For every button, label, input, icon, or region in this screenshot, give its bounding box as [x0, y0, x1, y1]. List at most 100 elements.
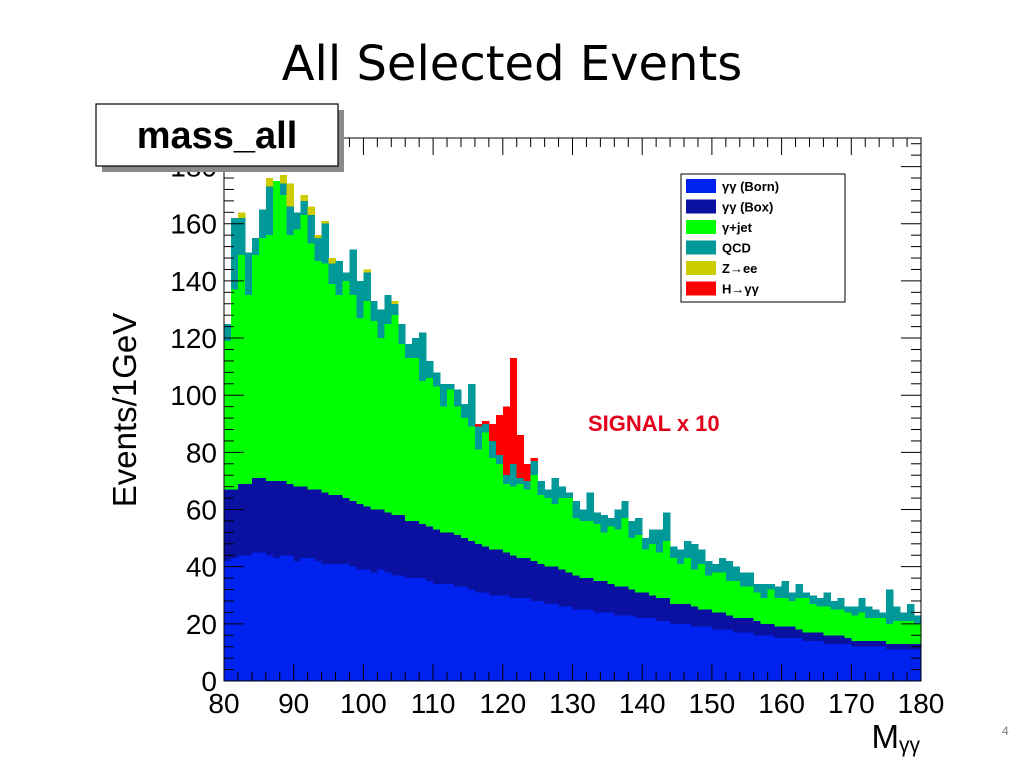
bar-2-bin-160 — [781, 626, 789, 639]
bar-4-bin-113 — [454, 389, 462, 407]
bar-3-bin-103 — [384, 323, 392, 513]
signal-annotation: SIGNAL x 10 — [588, 411, 720, 436]
bar-4-bin-149 — [704, 560, 713, 576]
bar-1-bin-139 — [635, 618, 643, 681]
bar-4-bin-179 — [914, 615, 922, 624]
bar-2-bin-107 — [412, 520, 420, 579]
bar-1-bin-172 — [865, 646, 873, 681]
bar-4-bin-92 — [307, 215, 316, 244]
bar-3-bin-176 — [893, 620, 901, 644]
bar-4-bin-82 — [237, 218, 246, 256]
bar-4-bin-176 — [893, 606, 901, 621]
bar-4-bin-136 — [614, 509, 622, 530]
bar-1-bin-146 — [684, 623, 692, 681]
bar-4-bin-130 — [572, 500, 580, 519]
bar-4-bin-101 — [370, 300, 378, 321]
bar-1-bin-167 — [830, 643, 838, 681]
bar-4-bin-115 — [467, 383, 476, 427]
bar-2-bin-169 — [844, 638, 852, 644]
bar-3-bin-125 — [537, 495, 546, 564]
bar-2-bin-115 — [467, 540, 476, 590]
bar-4-bin-166 — [823, 592, 831, 607]
bar-3-bin-85 — [258, 238, 267, 479]
bar-3-bin-150 — [711, 572, 720, 613]
bar-3-bin-168 — [837, 609, 845, 636]
bar-1-bin-162 — [795, 638, 803, 681]
bar-1-bin-157 — [760, 635, 769, 681]
bar-3-bin-111 — [440, 406, 448, 533]
bar-3-bin-120 — [502, 483, 511, 553]
bar-1-bin-96 — [335, 563, 343, 681]
bar-1-bin-119 — [495, 595, 504, 681]
bar-2-bin-108 — [419, 523, 427, 579]
bar-4-bin-112 — [447, 383, 455, 390]
bar-6-bin-121 — [509, 358, 518, 464]
bar-2-bin-101 — [370, 509, 378, 573]
bar-5-bin-89 — [286, 183, 295, 207]
bar-3-bin-80 — [224, 340, 232, 490]
bar-4-bin-132 — [586, 492, 594, 521]
bar-2-bin-102 — [377, 509, 385, 570]
bar-4-bin-97 — [342, 272, 350, 281]
bar-3-bin-147 — [690, 569, 699, 607]
x-tick-label: 120 — [479, 688, 526, 719]
bar-3-bin-90 — [293, 229, 302, 487]
x-tick-label: 170 — [828, 688, 875, 719]
bar-1-bin-84 — [251, 552, 260, 681]
bar-2-bin-159 — [774, 626, 782, 639]
bar-1-bin-87 — [272, 558, 281, 681]
bar-4-bin-94 — [321, 223, 329, 264]
x-tick-label: 150 — [689, 688, 736, 719]
bar-1-bin-93 — [314, 560, 322, 681]
bar-2-bin-87 — [272, 480, 281, 559]
bar-1-bin-154 — [739, 632, 748, 681]
bar-3-bin-119 — [495, 463, 504, 550]
bar-3-bin-144 — [670, 558, 678, 604]
y-tick-label: 0 — [201, 666, 217, 697]
bar-3-bin-84 — [251, 255, 260, 479]
bar-3-bin-105 — [398, 343, 406, 516]
bar-4-bin-81 — [230, 218, 239, 290]
legend-label-1: γγ (Born) — [722, 179, 779, 194]
bar-4-bin-137 — [621, 500, 629, 519]
bar-3-bin-110 — [433, 386, 441, 530]
bar-1-bin-107 — [412, 578, 420, 681]
bar-4-bin-138 — [628, 520, 636, 539]
bar-2-bin-125 — [537, 563, 546, 601]
bar-3-bin-116 — [474, 449, 483, 544]
y-tick-label: 140 — [170, 266, 217, 297]
bar-4-bin-111 — [440, 383, 448, 407]
bar-3-bin-175 — [886, 623, 894, 644]
bar-2-bin-147 — [690, 606, 699, 627]
bar-3-bin-132 — [586, 520, 594, 579]
bar-3-bin-113 — [454, 406, 462, 536]
bar-4-bin-125 — [537, 480, 546, 496]
bar-2-bin-98 — [349, 500, 357, 567]
bar-3-bin-81 — [230, 289, 239, 490]
bar-1-bin-122 — [516, 598, 525, 681]
bar-3-bin-107 — [412, 358, 420, 521]
bar-1-bin-86 — [265, 555, 274, 681]
bar-2-bin-155 — [746, 618, 755, 633]
bar-5-bin-104 — [391, 300, 399, 304]
bar-1-bin-127 — [551, 603, 559, 681]
bar-1-bin-112 — [447, 583, 455, 681]
bar-1-bin-85 — [258, 552, 267, 681]
bar-5-bin-92 — [307, 206, 316, 216]
legend-label-4: QCD — [722, 241, 751, 256]
bar-4-bin-100 — [363, 272, 371, 301]
bar-1-bin-137 — [621, 615, 629, 681]
x-tick-label: 110 — [411, 688, 456, 719]
bar-2-bin-93 — [314, 489, 322, 561]
bar-2-bin-105 — [398, 515, 406, 576]
bar-1-bin-155 — [746, 632, 755, 681]
slide-title: All Selected Events — [281, 36, 743, 92]
bar-3-bin-165 — [816, 606, 824, 633]
bar-4-bin-170 — [851, 606, 859, 616]
bar-2-bin-154 — [739, 618, 748, 633]
bar-4-bin-151 — [718, 558, 727, 573]
bar-4-bin-102 — [377, 309, 385, 339]
bar-3-bin-173 — [872, 618, 880, 641]
bar-2-bin-165 — [816, 632, 824, 641]
bar-4-bin-174 — [879, 612, 887, 619]
